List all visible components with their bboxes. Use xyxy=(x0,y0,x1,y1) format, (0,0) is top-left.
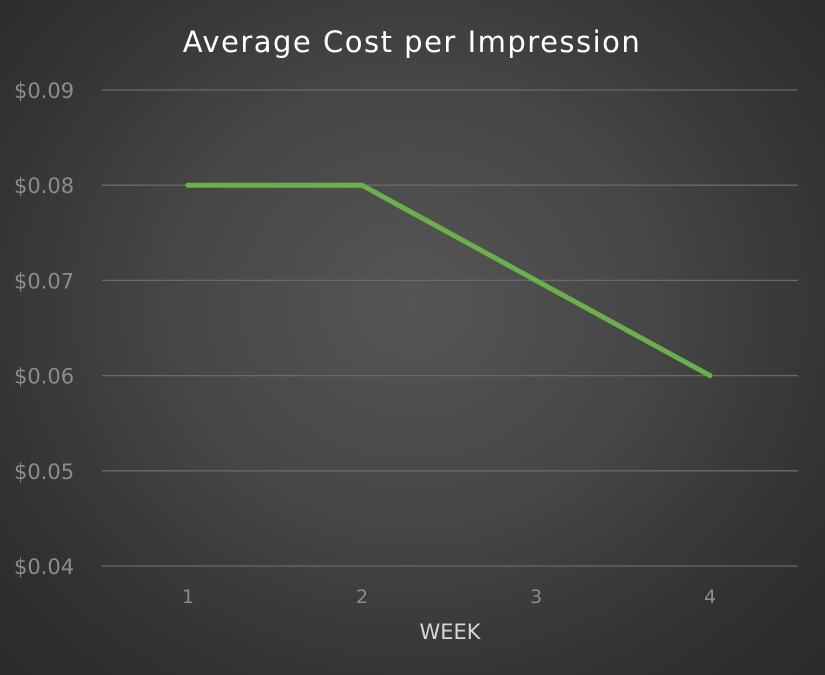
y-axis-tick-labels: $0.09 $0.08 $0.07 $0.06 $0.05 $0.04 xyxy=(14,79,74,579)
series-line xyxy=(185,182,713,379)
x-axis-label: WEEK xyxy=(419,620,481,644)
x-tick-label: 3 xyxy=(530,586,542,608)
data-point xyxy=(185,182,191,188)
x-tick-label: 4 xyxy=(704,586,716,608)
y-tick-label: $0.05 xyxy=(14,460,74,484)
chart-title: Average Cost per Impression xyxy=(183,25,642,59)
data-point xyxy=(533,277,539,283)
y-tick-label: $0.06 xyxy=(14,365,74,389)
y-tick-label: $0.04 xyxy=(14,555,74,579)
x-tick-label: 1 xyxy=(182,586,194,608)
y-tick-label: $0.09 xyxy=(14,79,74,103)
x-axis-tick-labels: 1 2 3 4 xyxy=(182,586,716,608)
y-tick-label: $0.08 xyxy=(14,174,74,198)
data-point xyxy=(707,373,713,379)
data-point xyxy=(359,182,365,188)
gridlines xyxy=(102,89,798,567)
series-layer xyxy=(185,182,713,379)
y-tick-label: $0.07 xyxy=(14,269,74,293)
x-tick-label: 2 xyxy=(356,586,368,608)
